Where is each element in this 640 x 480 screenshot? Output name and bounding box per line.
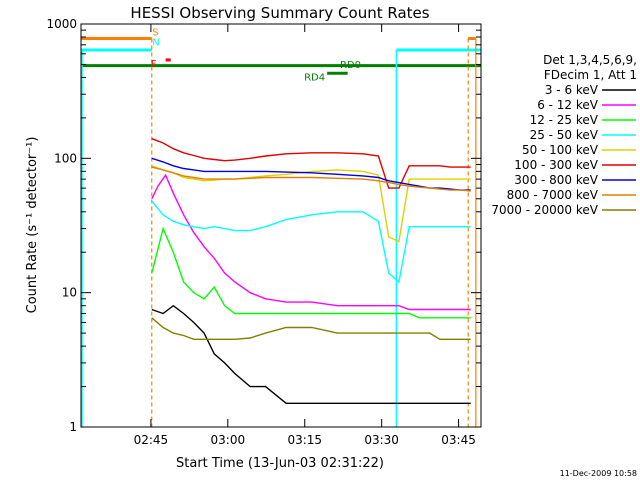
flag-label-s: S bbox=[152, 28, 158, 39]
legend-label-4: 25 - 50 keV bbox=[530, 128, 599, 142]
series-line-7 bbox=[151, 157, 471, 191]
legend-label-1: 3 - 6 keV bbox=[545, 83, 599, 97]
flag-label-rd0: RD0 bbox=[340, 60, 361, 71]
legend-label-5: 50 - 100 keV bbox=[522, 143, 599, 157]
x-axis: 02:45 03:00 03:15 03:30 03:45 bbox=[134, 24, 476, 447]
series-line-4 bbox=[151, 200, 471, 284]
series-line-6 bbox=[151, 138, 471, 189]
flag-bars: SNF RD0 RD4 bbox=[81, 28, 481, 427]
x-tick-label-1: 02:45 bbox=[134, 433, 169, 447]
footer-date: 11-Dec-2009 10:58 bbox=[560, 469, 637, 478]
series-line-2 bbox=[151, 173, 471, 311]
legend-label-8: 800 - 7000 keV bbox=[507, 188, 599, 202]
y-axis-label: Count Rate (s⁻¹ detector⁻¹) bbox=[25, 137, 40, 314]
plot-frame bbox=[80, 23, 482, 428]
y-tick-label-3: 100 bbox=[54, 151, 77, 165]
x-tick-label-3: 03:15 bbox=[287, 433, 322, 447]
series-line-5 bbox=[151, 165, 471, 243]
series-line-1 bbox=[151, 304, 471, 404]
y-tick-label-1: 1 bbox=[69, 420, 77, 434]
legend-label-6: 100 - 300 keV bbox=[514, 158, 598, 172]
legend-label-3: 12 - 25 keV bbox=[530, 113, 599, 127]
x-tick-label-4: 03:30 bbox=[364, 433, 399, 447]
x-axis-label: Start Time (13-Jun-03 02:31:22) bbox=[176, 456, 384, 471]
flag-label-rd4: RD4 bbox=[304, 72, 325, 83]
series-line-8 bbox=[151, 166, 471, 192]
legend-label-7: 300 - 800 keV bbox=[514, 173, 598, 187]
series-group bbox=[151, 138, 471, 404]
chart-title: HESSI Observing Summary Count Rates bbox=[130, 4, 429, 22]
y-tick-label-2: 10 bbox=[62, 286, 77, 300]
legend-label-2: 6 - 12 keV bbox=[537, 98, 599, 112]
legend-label-9: 7000 - 20000 keV bbox=[491, 203, 598, 217]
y-axis: 1 10 100 1000 bbox=[46, 17, 481, 434]
legend: Det 1,3,4,5,6,9, FDecim 1, Att 1 3 - 6 k… bbox=[491, 53, 637, 217]
y-tick-label-4: 1000 bbox=[46, 17, 77, 31]
x-tick-label-2: 03:00 bbox=[211, 433, 246, 447]
x-tick-label-5: 03:45 bbox=[441, 433, 476, 447]
legend-header-line-2: FDecim 1, Att 1 bbox=[544, 68, 637, 82]
legend-header-line-1: Det 1,3,4,5,6,9, bbox=[543, 53, 637, 67]
flag-label-n: N bbox=[152, 38, 159, 49]
flag-label-f: F bbox=[151, 59, 157, 70]
series-line-3 bbox=[151, 226, 471, 319]
series-line-9 bbox=[151, 317, 471, 340]
